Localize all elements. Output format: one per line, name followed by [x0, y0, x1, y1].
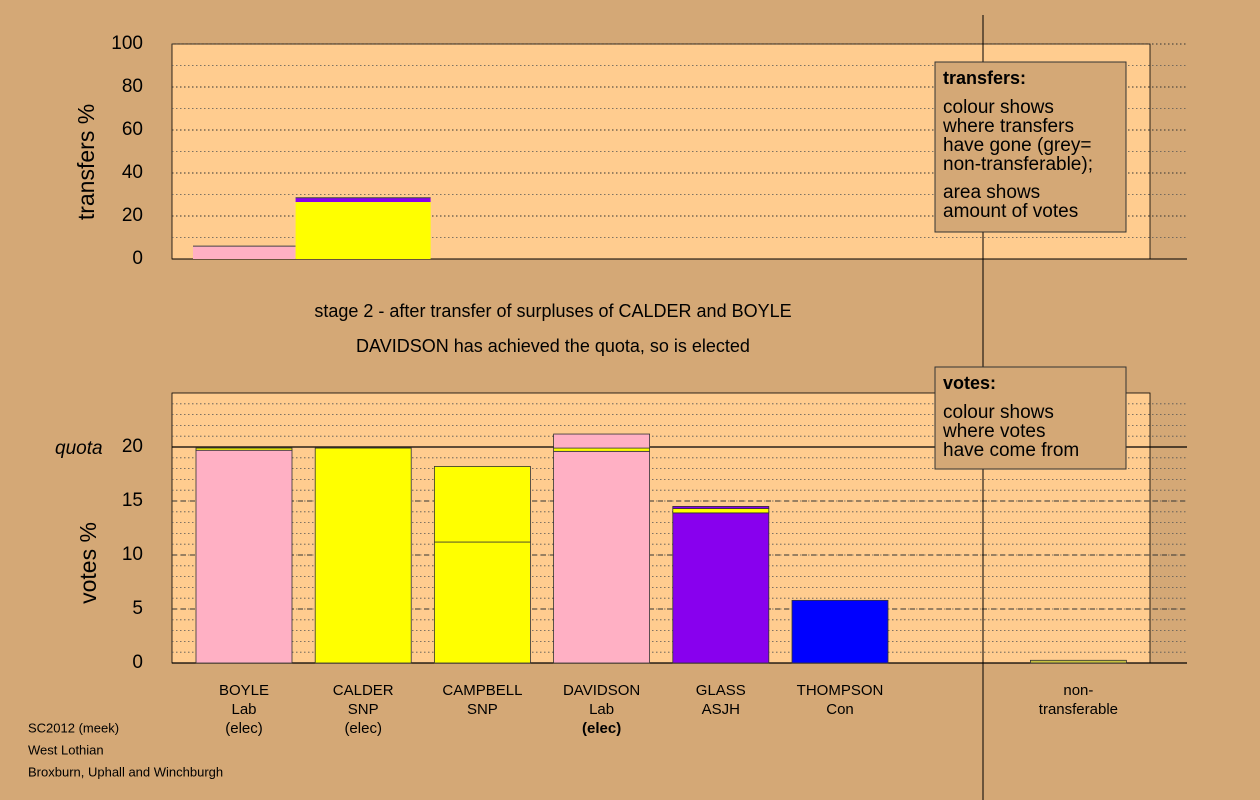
y-tick-label: 80	[122, 76, 143, 97]
bar-segment	[672, 508, 770, 514]
legend-title: votes:	[943, 373, 996, 393]
y-tick-label: 100	[111, 33, 143, 54]
x-tick-label: (elec)	[344, 720, 382, 737]
bar-segment	[553, 447, 650, 452]
x-tick-label: SNP	[348, 701, 379, 718]
bar-segment	[672, 512, 770, 664]
y-tick-label: 0	[132, 652, 143, 673]
x-tick-label: Con	[826, 701, 854, 718]
bar-segment	[314, 447, 412, 664]
x-tick-label: BOYLE	[219, 682, 269, 699]
y-tick-label: 40	[122, 162, 143, 183]
bar-segment	[672, 505, 770, 509]
legend-text: colour shows	[943, 97, 1054, 118]
y-tick-label: 5	[132, 598, 143, 619]
bar-segment	[433, 541, 531, 664]
x-tick-label: Lab	[231, 701, 256, 718]
bar-segment	[433, 466, 531, 543]
footer-text: SC2012 (meek)	[28, 720, 119, 735]
x-tick-label: Lab	[589, 701, 614, 718]
footer-text: Broxburn, Uphall and Winchburgh	[28, 764, 223, 779]
bar-segment	[1030, 659, 1127, 664]
x-tick-label: CAMPBELL	[442, 682, 522, 699]
footer-text: West Lothian	[28, 742, 104, 757]
legend-box	[934, 61, 1127, 233]
y-tick-label: 10	[122, 544, 143, 565]
x-tick-label: non-	[1063, 682, 1093, 699]
x-tick-label: CALDER	[333, 682, 394, 699]
legend-text: area shows	[943, 182, 1040, 203]
y-axis-label: transfers %	[73, 104, 99, 220]
legend-title: transfers:	[943, 68, 1026, 88]
transfer-segment	[295, 202, 431, 259]
bar-segment	[195, 447, 293, 451]
y-tick-label: 15	[122, 490, 143, 511]
x-tick-label: (elec)	[225, 720, 263, 737]
legend-text: where transfers	[942, 116, 1074, 137]
transfer-segment	[193, 246, 296, 259]
y-axis-label: votes %	[75, 522, 101, 604]
legend-text: have gone (grey=	[943, 135, 1091, 156]
elected-text: DAVIDSON has achieved the quota, so is e…	[356, 336, 750, 356]
bar-segment	[553, 450, 650, 664]
bar-segment	[195, 449, 293, 664]
x-tick-label: (elec)	[582, 720, 621, 737]
legend-text: have come from	[943, 440, 1079, 461]
x-tick-label: DAVIDSON	[563, 682, 640, 699]
y-tick-label: 20	[122, 205, 143, 226]
x-tick-label: GLASS	[696, 682, 746, 699]
legend-text: non-transferable);	[943, 154, 1093, 175]
marks	[193, 197, 1127, 664]
y-tick-label: 20	[122, 436, 143, 457]
y-tick-label: 0	[132, 248, 143, 269]
x-tick-label: transferable	[1039, 701, 1118, 718]
labels: 0 20 40 60 80 100 0 5 10 15 20 quota BOYLE Lab (elec) C…	[28, 33, 1118, 779]
x-tick-label: THOMPSON	[797, 682, 884, 699]
legend-text: where votes	[942, 421, 1045, 442]
x-tick-label: SNP	[467, 701, 498, 718]
transfer-segment	[295, 197, 431, 203]
quota-label: quota	[55, 438, 103, 459]
y-tick-label: 60	[122, 119, 143, 140]
legend-box	[934, 366, 1127, 470]
stage-text: stage 2 - after transfer of surpluses of…	[314, 301, 791, 321]
legend-text: amount of votes	[943, 201, 1078, 222]
legend-text: colour shows	[943, 402, 1054, 423]
bar-segment	[791, 599, 889, 664]
bar-segment	[553, 433, 650, 449]
x-tick-label: ASJH	[702, 701, 740, 718]
